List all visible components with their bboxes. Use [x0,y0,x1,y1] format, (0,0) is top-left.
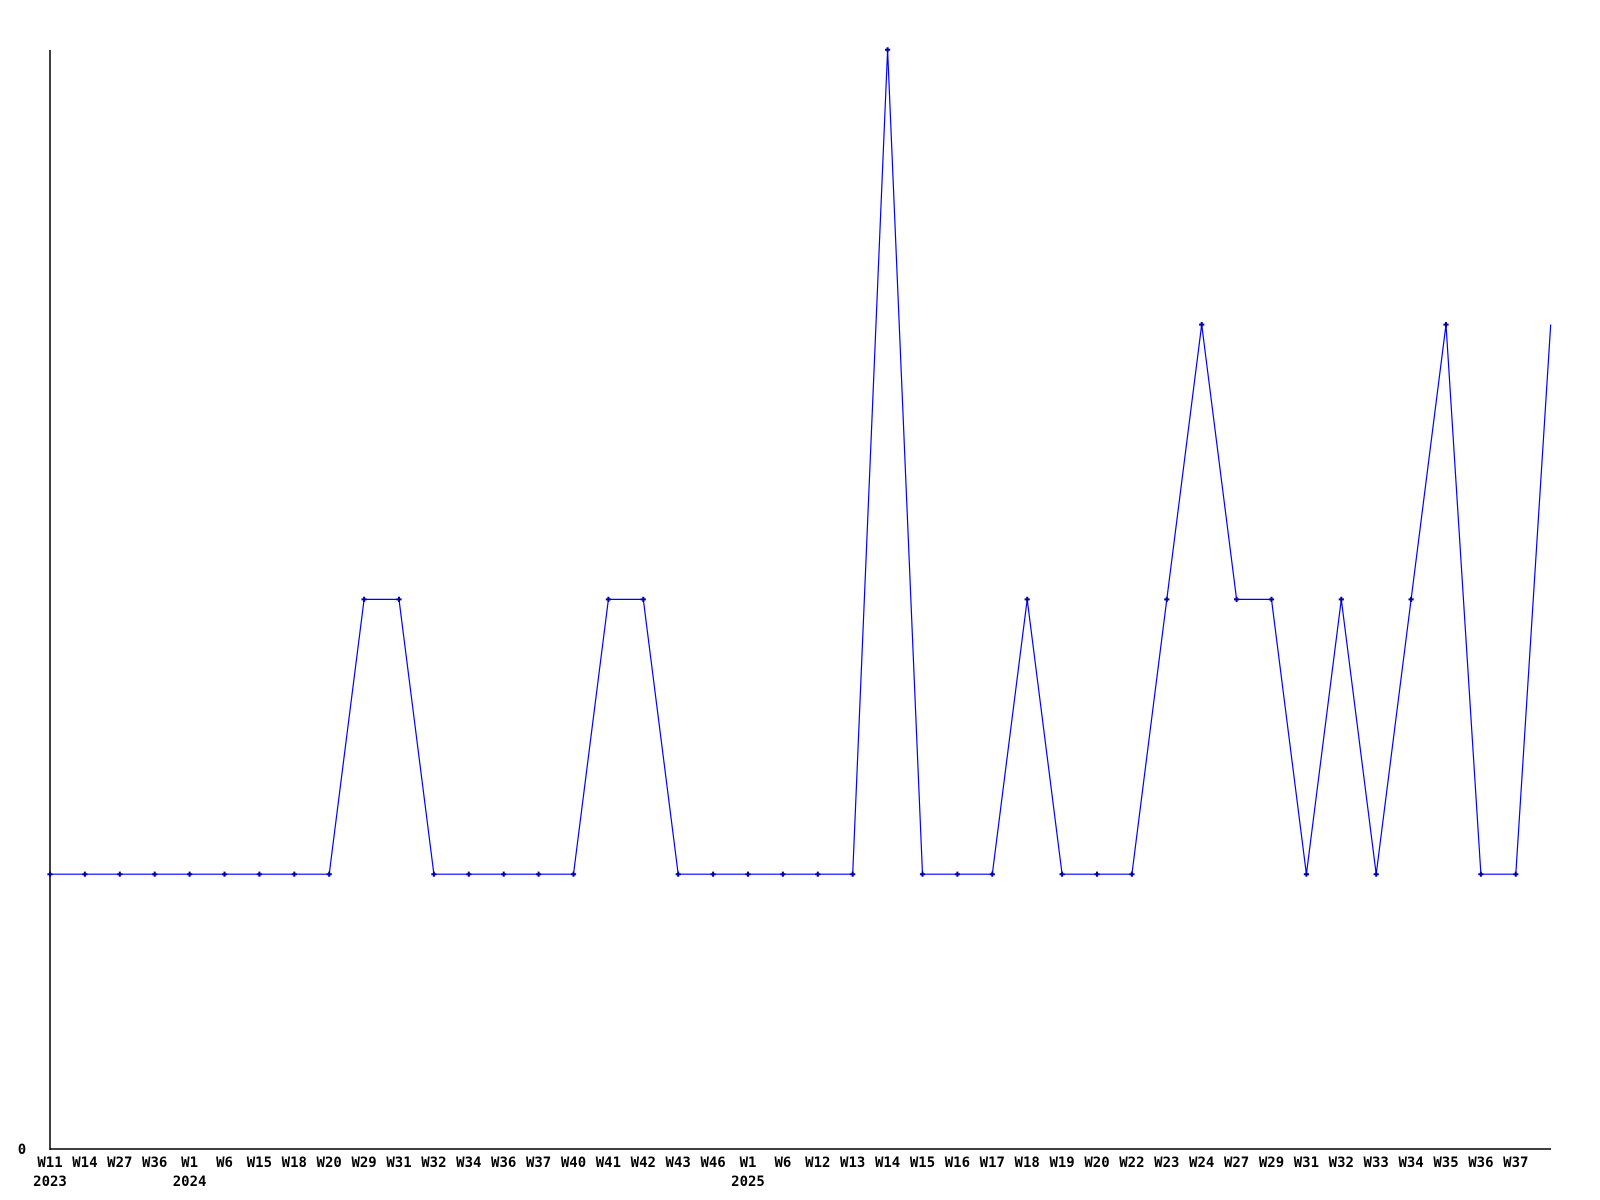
data-point-marker [989,871,995,877]
data-point-marker [187,871,193,877]
data-point-marker [954,871,960,877]
data-point-marker [850,871,856,877]
x-tick-label: W35 [1433,1155,1458,1171]
data-series [47,47,1552,877]
data-point-marker [780,871,786,877]
x-tick-label: W36 [491,1155,516,1171]
data-point-marker [1234,596,1240,602]
data-point-marker [117,871,123,877]
data-point-marker [1513,871,1519,877]
x-tick-label: W46 [700,1155,725,1171]
data-point-marker [1024,596,1030,602]
x-tick-label: W22 [1119,1155,1144,1171]
data-point-marker [501,871,507,877]
x-tick-label: W41 [596,1155,621,1171]
data-point-marker [1164,596,1170,602]
data-point-marker [1059,871,1065,877]
x-tick-label: W20 [1084,1155,1109,1171]
x-tick-label: W18 [282,1155,307,1171]
data-point-marker [1268,596,1275,602]
x-tick-labels: W11 W14 W27 W36 W1 W6 W15 W18 W20 W29 W31 W32 W34 W36… [37,1155,1528,1171]
x-tick-label: W16 [945,1155,970,1171]
x-tick-label: W6 [774,1155,791,1171]
x-tick-label: W29 [1259,1155,1284,1171]
data-point-marker [885,47,891,53]
data-point-marker [710,871,716,877]
data-point-marker [82,871,88,877]
x-tick-label: W19 [1049,1155,1074,1171]
data-point-marker [536,871,542,877]
x-tick-label: W1 [740,1155,757,1171]
x-tick-label: W20 [317,1155,342,1171]
x-tick-label: W31 [386,1155,411,1171]
data-point-marker [919,871,926,877]
x-tick-label: W14 [72,1155,97,1171]
x-tick-label: W40 [561,1155,586,1171]
x-tick-label: W6 [216,1155,233,1171]
data-point-marker [466,871,472,877]
x-tick-label: W24 [1189,1155,1214,1171]
data-point-marker [47,871,53,877]
x-tick-label: W32 [1329,1155,1354,1171]
data-point-marker [326,871,332,877]
data-point-marker [431,871,437,877]
x-tick-label: W34 [456,1155,481,1171]
x-tick-label: W27 [107,1155,132,1171]
data-point-marker [1303,871,1309,877]
x-tick-label: W33 [1364,1155,1389,1171]
series-line [50,49,1552,875]
data-point-marker [1443,322,1449,328]
x-tick-label: W11 [37,1155,62,1171]
y-axis-zero-label: 0 [18,1142,26,1158]
x-tick-label: W15 [910,1155,935,1171]
data-point-marker [675,871,681,877]
x-tick-label: W27 [1224,1155,1249,1171]
data-point-marker [152,871,158,877]
x-tick-label: W37 [526,1155,551,1171]
x-tick-label: W17 [980,1155,1005,1171]
x-tick-label: W36 [1468,1155,1493,1171]
data-point-marker [361,596,367,602]
x-tick-label: W31 [1294,1155,1319,1171]
x-tick-label: W34 [1398,1155,1423,1171]
x-tick-label: W29 [351,1155,376,1171]
data-point-marker [396,596,402,602]
data-point-marker [1408,596,1414,602]
data-point-marker [1373,871,1379,877]
x-tick-label: W36 [142,1155,167,1171]
data-point-marker [570,871,577,877]
data-point-marker [815,871,821,877]
data-point-marker [640,596,646,602]
x-tick-label: W14 [875,1155,900,1171]
x-tick-label: W23 [1154,1155,1179,1171]
x-tick-label: W15 [247,1155,272,1171]
x-axis-year-label: 2025 [731,1174,765,1190]
data-point-marker [1478,871,1484,877]
x-tick-label: W13 [840,1155,865,1171]
data-point-marker [291,871,297,877]
data-point-marker [1094,871,1100,877]
data-point-marker [1129,871,1135,877]
data-point-marker [1338,596,1344,602]
data-point-marker [1199,322,1205,328]
x-tick-label: W43 [666,1155,691,1171]
x-tick-label: W1 [181,1155,198,1171]
x-axis-year-label: 2024 [173,1174,207,1190]
x-tick-label: W37 [1503,1155,1528,1171]
data-point-marker [745,871,751,877]
x-axis-year-label: 2023 [33,1174,67,1190]
axes: 0 [18,50,1551,1158]
x-tick-label: W32 [421,1155,446,1171]
x-tick-label: W18 [1015,1155,1040,1171]
x-tick-label: W42 [631,1155,656,1171]
data-point-marker [605,596,611,602]
data-point-marker [256,871,262,877]
data-point-marker [221,871,228,877]
year-labels: 2023 2024 2025 [33,1174,765,1190]
x-tick-label: W12 [805,1155,830,1171]
